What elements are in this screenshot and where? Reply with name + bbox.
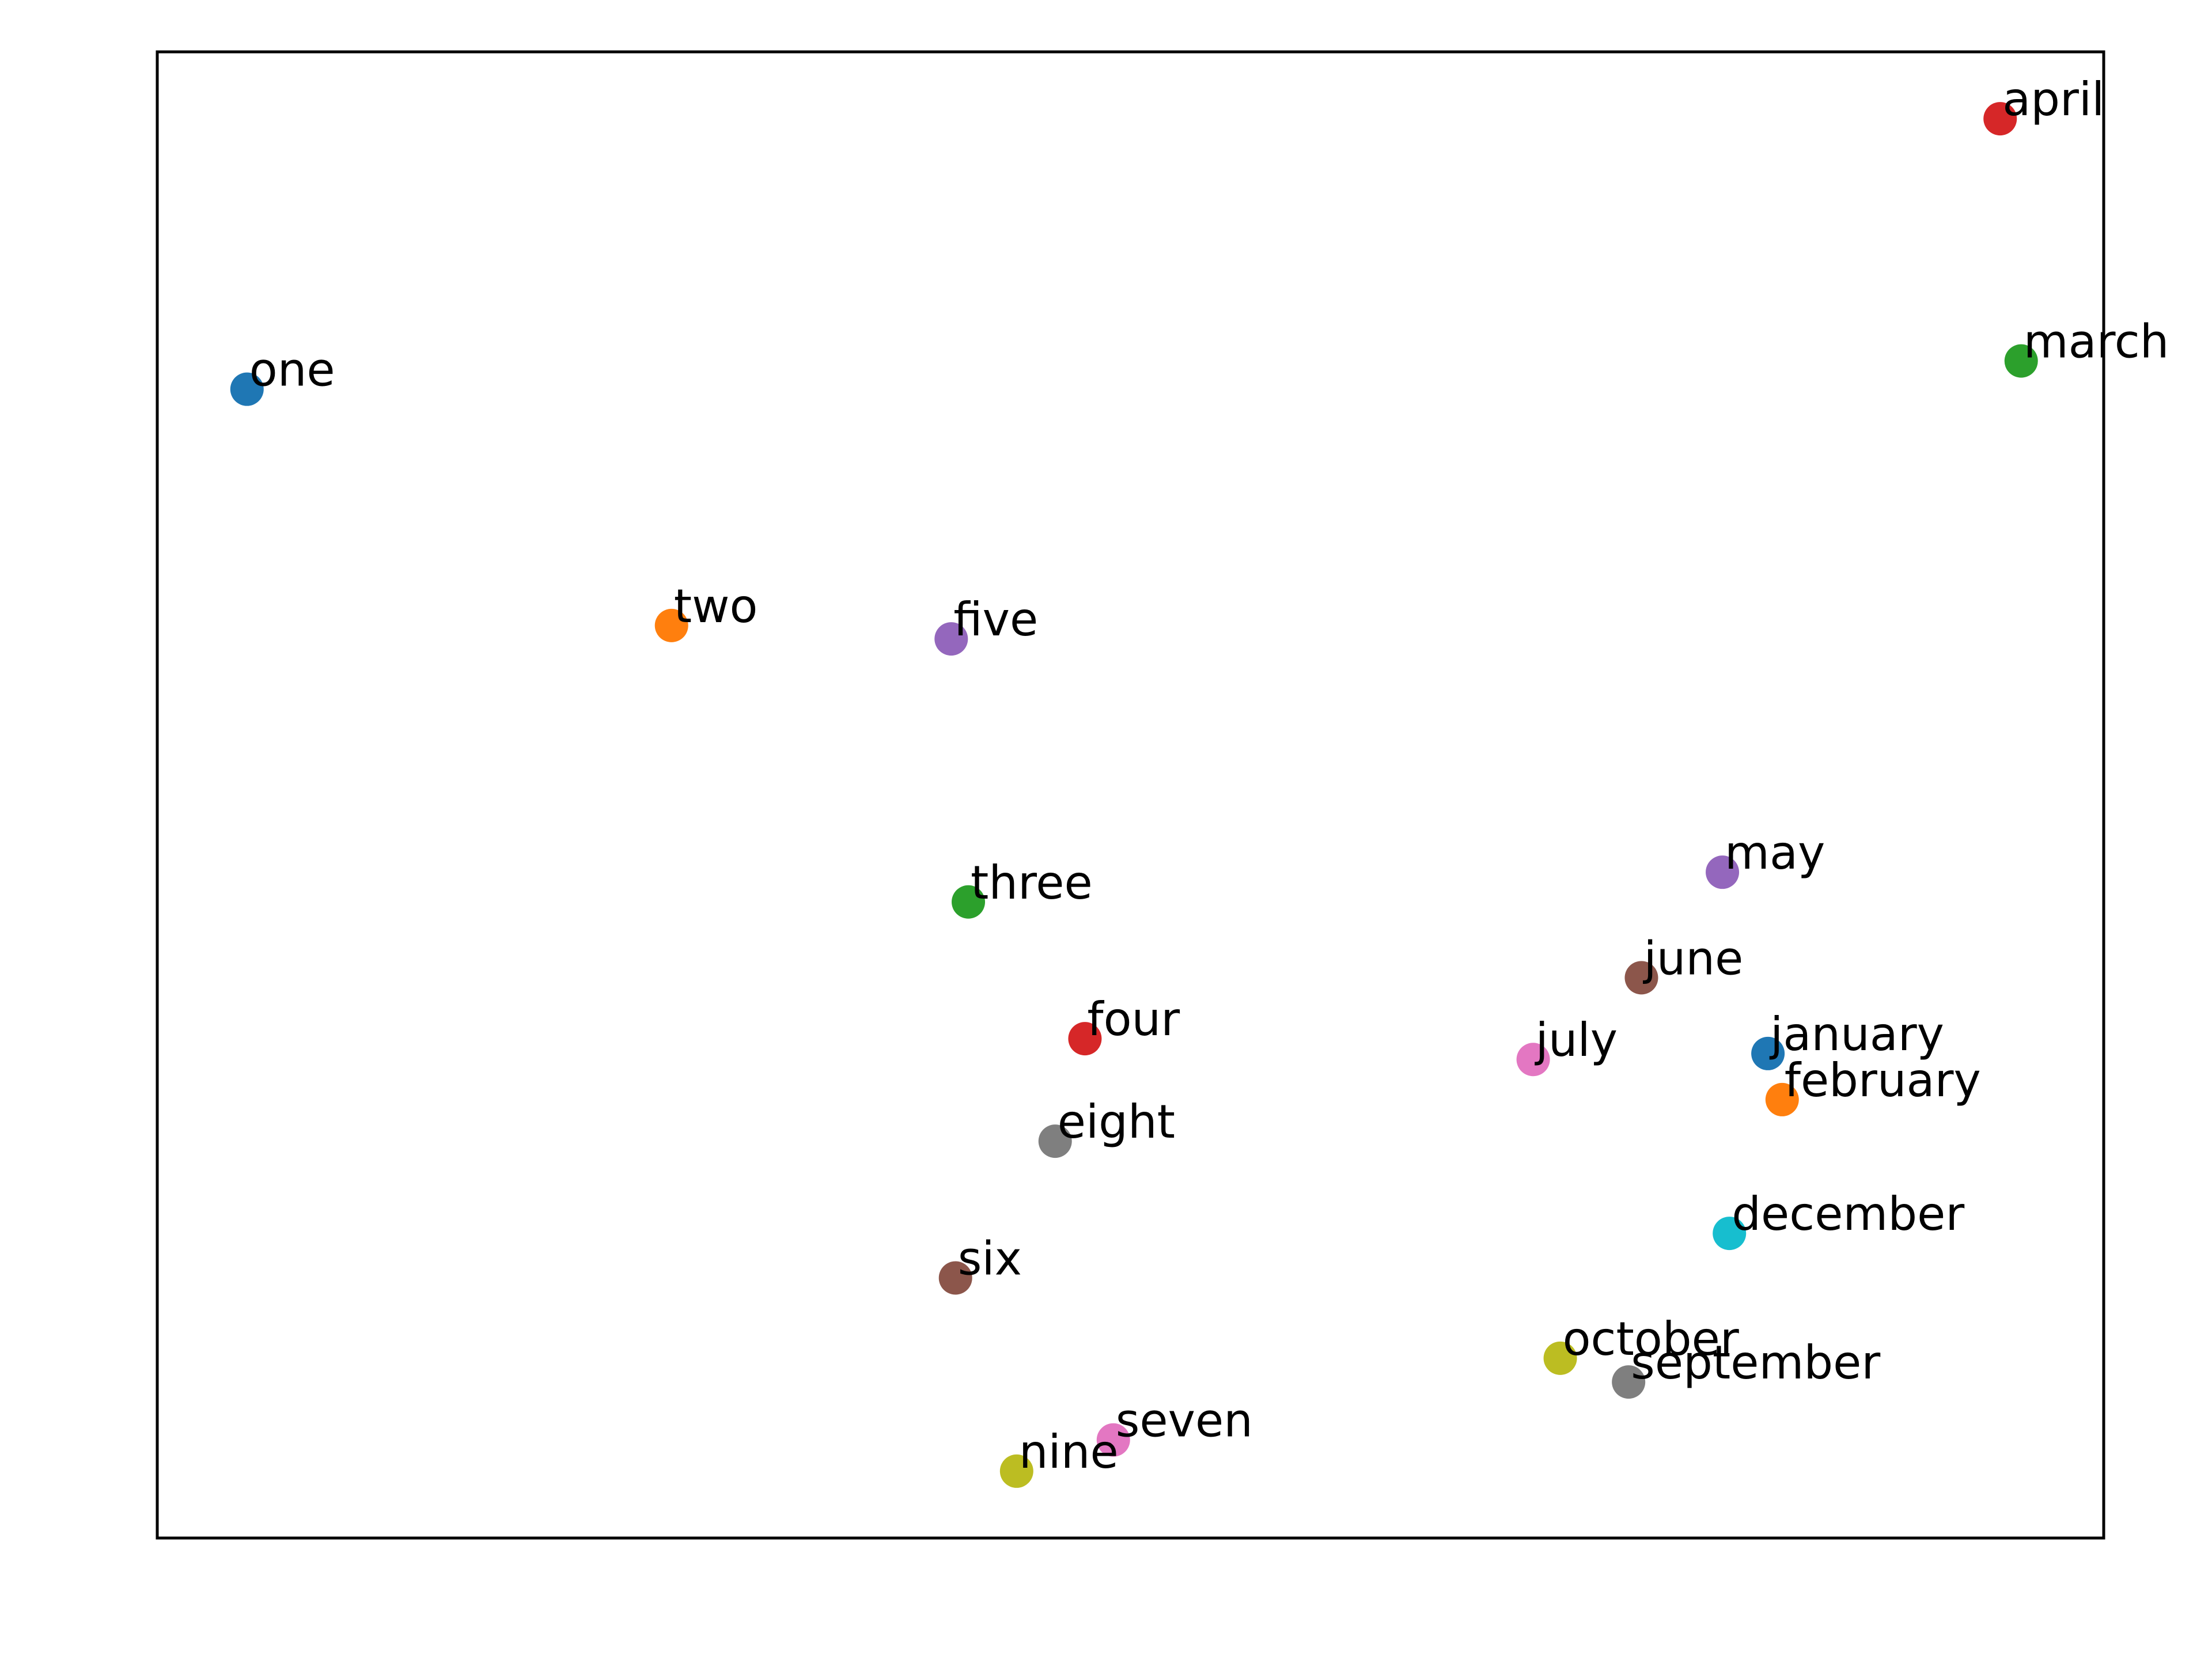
point-nine: nine (999, 1425, 1119, 1488)
point-label: six (958, 1232, 1022, 1286)
point-eight: eight (1038, 1095, 1175, 1158)
scatter-point-marker (2004, 344, 2038, 378)
point-label: june (1642, 931, 1743, 985)
point-label: july (1535, 1013, 1618, 1067)
scatter-point-marker (938, 1261, 972, 1295)
point-february: february (1765, 1054, 1981, 1116)
scatter-marks: april march one two five may three june four july… (230, 73, 2169, 1488)
scatter-point-marker (1706, 855, 1740, 889)
scatter-point-marker (934, 622, 968, 656)
point-label: january (1769, 1007, 1944, 1061)
scatter-point-marker (999, 1454, 1033, 1488)
point-six: six (938, 1232, 1022, 1295)
point-five: five (934, 593, 1038, 656)
scatter-point-marker (1096, 1423, 1130, 1457)
scatter-point-marker (1713, 1217, 1747, 1251)
scatter-point-marker (1543, 1341, 1577, 1375)
point-label: nine (1019, 1425, 1119, 1479)
point-september: september (1612, 1336, 1880, 1399)
point-june: june (1624, 931, 1743, 995)
scatter-point-marker (1751, 1036, 1785, 1070)
point-label: february (1785, 1054, 1981, 1107)
point-october: october (1543, 1312, 1739, 1375)
point-label: two (674, 579, 758, 633)
point-label: december (1732, 1187, 1964, 1241)
point-label: september (1631, 1336, 1880, 1389)
point-label: three (971, 856, 1093, 910)
point-label: april (2002, 73, 2104, 126)
scatter-point-marker (1765, 1082, 1799, 1116)
point-label: one (249, 343, 335, 397)
point-two: two (654, 579, 758, 642)
scatter-point-marker (1612, 1365, 1646, 1399)
point-december: december (1713, 1187, 1964, 1251)
point-label: four (1087, 993, 1180, 1046)
scatter-point-marker (1516, 1043, 1550, 1077)
point-label: may (1725, 826, 1825, 880)
scatter-point-marker (1068, 1022, 1102, 1056)
point-label: march (2024, 315, 2169, 369)
scatter-point-marker (230, 372, 264, 406)
scatter-point-marker (654, 608, 688, 642)
point-january: january (1751, 1007, 1944, 1070)
point-april: april (1983, 73, 2104, 136)
scatter-point-marker (1038, 1124, 1072, 1158)
scatter-point-marker (952, 885, 986, 919)
plot-area-frame (156, 50, 2105, 1540)
point-label: october (1563, 1312, 1739, 1366)
scatter-point-marker (1983, 102, 2017, 136)
point-one: one (230, 343, 335, 406)
point-label: eight (1058, 1095, 1175, 1149)
point-march: march (2004, 315, 2169, 378)
point-label: seven (1116, 1394, 1253, 1448)
point-july: july (1516, 1013, 1618, 1077)
point-seven: seven (1096, 1394, 1253, 1457)
point-label: five (953, 593, 1038, 646)
point-four: four (1068, 993, 1180, 1056)
point-three: three (952, 856, 1093, 919)
point-may: may (1706, 826, 1825, 889)
scatter-point-marker (1624, 961, 1658, 995)
